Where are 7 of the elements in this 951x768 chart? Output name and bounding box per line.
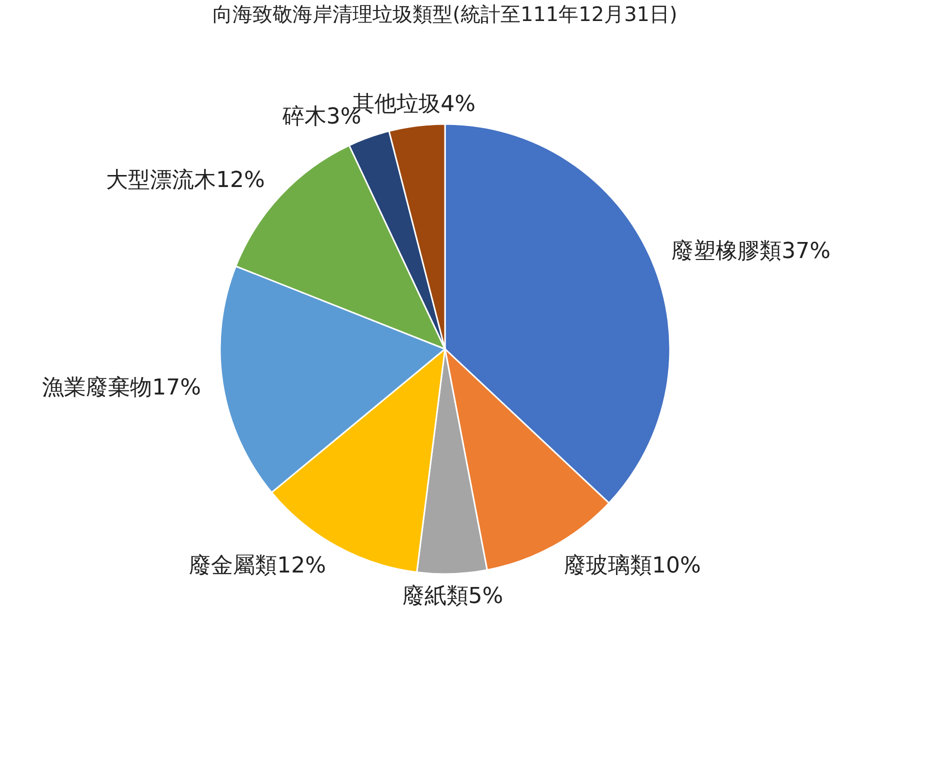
- slice-label: 廢金屬類12%: [189, 553, 326, 578]
- slice-label: 廢玻璃類10%: [564, 553, 701, 578]
- slice-label: 大型漂流木12%: [106, 168, 265, 193]
- slice-label: 廢塑橡膠類37%: [672, 238, 831, 264]
- chart-title: 向海致敬海岸清理垃圾類型(統計至111年12月31日): [212, 2, 678, 26]
- slice-label: 廢紙類5%: [402, 584, 504, 609]
- slice-label: 漁業廢棄物17%: [42, 376, 202, 401]
